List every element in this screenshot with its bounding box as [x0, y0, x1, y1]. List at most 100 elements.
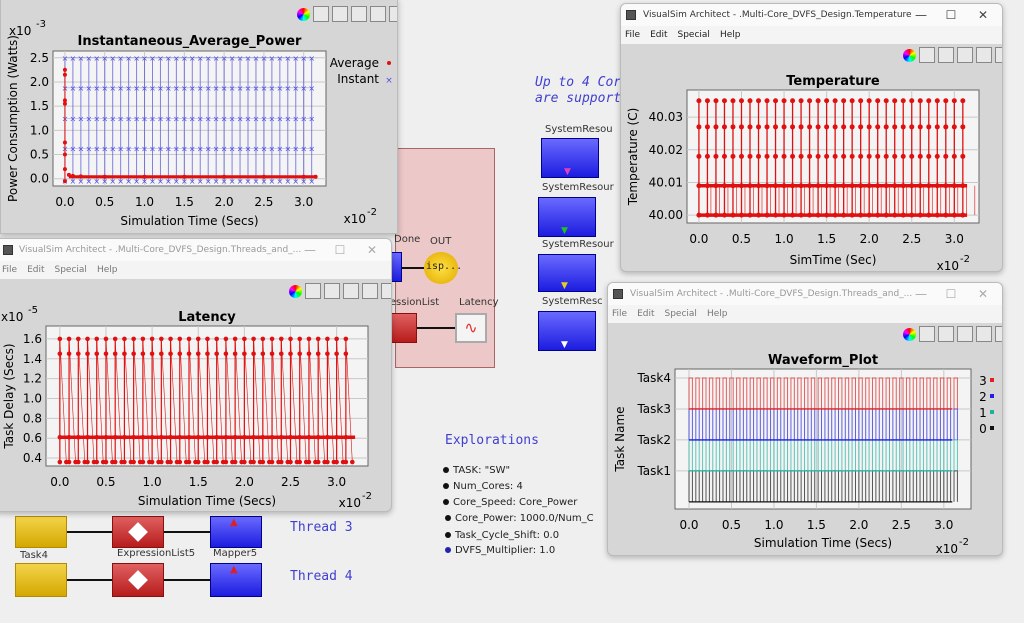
latency-point [288, 459, 293, 465]
y-tick-label: 0.0 [30, 172, 49, 186]
reset-axes-icon[interactable] [995, 326, 1002, 342]
minimize-button[interactable]: — [915, 287, 927, 301]
menu-file[interactable]: File [2, 265, 18, 275]
temperature-point [909, 124, 915, 130]
menu-special[interactable]: Special [677, 30, 710, 40]
temperature-point [764, 124, 770, 130]
minimize-button[interactable]: — [304, 243, 316, 257]
mapper-block[interactable]: ▲ [210, 516, 262, 548]
instant-point: × [70, 145, 77, 154]
minimize-button[interactable]: — [915, 8, 927, 22]
close-button[interactable]: ✕ [366, 243, 378, 257]
menu-edit[interactable]: Edit [650, 30, 668, 40]
latency-segment [197, 338, 205, 463]
save-icon[interactable] [305, 283, 321, 299]
instant-point: × [221, 177, 228, 186]
mapper5-block[interactable]: ▲ [210, 563, 262, 597]
temperature-point [798, 98, 804, 104]
close-button[interactable]: ✕ [977, 8, 989, 22]
save-icon[interactable] [919, 47, 935, 63]
format-icon[interactable] [976, 47, 992, 63]
format-icon[interactable] [362, 283, 378, 299]
display-block[interactable]: isp... [424, 252, 462, 284]
fill-icon[interactable] [351, 6, 367, 22]
latency-segment [290, 338, 298, 463]
color-icon[interactable] [297, 8, 310, 21]
menu-help[interactable]: Help [719, 30, 741, 40]
maximize-button[interactable]: ☐ [334, 243, 346, 257]
temperature-point [773, 153, 779, 159]
temperature-point [934, 124, 940, 130]
color-icon[interactable] [289, 285, 302, 298]
latency-segment [170, 338, 178, 463]
expression-list-block[interactable] [390, 313, 417, 343]
chart-title: Temperature [786, 74, 880, 89]
latency-plot-block[interactable]: ∿ [455, 313, 487, 343]
exploration-item: Core_Power: 1000.0/Num_C [445, 513, 594, 524]
temperature-point [704, 124, 710, 130]
menu-file[interactable]: File [625, 30, 641, 40]
legend-marker [990, 426, 994, 430]
maximize-button[interactable]: ☐ [945, 8, 957, 22]
x-tick-label: 1.5 [175, 195, 194, 209]
reset-axes-icon[interactable] [995, 47, 1002, 63]
temperature-point [841, 98, 847, 104]
menu-special[interactable]: Special [54, 265, 87, 275]
print-icon[interactable] [324, 283, 340, 299]
latency-point [205, 459, 210, 465]
temperature-point [866, 124, 872, 130]
latency-segment [253, 338, 261, 463]
system-resource-block[interactable]: ▼ [538, 311, 596, 351]
save-icon[interactable] [313, 6, 329, 22]
menu-help[interactable]: Help [706, 309, 728, 319]
average-point [70, 173, 75, 178]
format-icon[interactable] [976, 326, 992, 342]
x-tick-label: 2.0 [235, 475, 254, 489]
task-block[interactable] [15, 516, 67, 548]
system-resource-block[interactable]: ▼ [538, 254, 596, 292]
menu-edit[interactable]: Edit [27, 265, 45, 275]
instant-point: × [197, 114, 204, 123]
expression-list-block[interactable] [112, 516, 164, 548]
latency-point [269, 459, 275, 465]
fill-icon[interactable] [343, 283, 359, 299]
instant-point: × [157, 114, 164, 123]
title-bar[interactable]: VisualSim Architect - .Multi-Core_DVFS_D… [0, 239, 391, 261]
x-tick-label: 3.0 [945, 232, 964, 246]
series-group: × ×××××××××××××××××××××××××××××××××××××××… [62, 54, 318, 186]
latency-point [278, 459, 284, 465]
task4-block[interactable] [15, 563, 67, 597]
temperature-point [781, 153, 787, 159]
fill-icon[interactable] [957, 326, 973, 342]
reset-axes-icon[interactable] [389, 6, 397, 22]
fill-icon[interactable] [957, 47, 973, 63]
print-icon[interactable] [332, 6, 348, 22]
menu-edit[interactable]: Edit [637, 309, 655, 319]
menu-file[interactable]: File [612, 309, 628, 319]
latency-segment [188, 338, 196, 463]
color-icon[interactable] [903, 49, 916, 62]
menu-special[interactable]: Special [664, 309, 697, 319]
instant-point: × [173, 177, 180, 186]
temperature-point [790, 98, 796, 104]
instant-point: × [125, 114, 132, 123]
system-resource-block[interactable]: ▼ [541, 138, 599, 178]
title-bar[interactable]: VisualSim Architect - .Multi-Core_DVFS_D… [608, 283, 1002, 305]
print-icon[interactable] [938, 47, 954, 63]
save-icon[interactable] [919, 326, 935, 342]
expression-list5-block[interactable] [112, 563, 164, 597]
average-point [142, 174, 147, 179]
format-icon[interactable] [370, 6, 386, 22]
legend-marker: × [385, 76, 393, 86]
color-icon[interactable] [903, 328, 916, 341]
system-resource-block[interactable]: ▼ [538, 197, 596, 237]
temperature-point [738, 98, 744, 104]
reset-axes-icon[interactable] [381, 283, 391, 299]
average-point [261, 174, 266, 179]
title-bar[interactable]: VisualSim Architect - .Multi-Core_DVFS_D… [621, 4, 1002, 26]
close-button[interactable]: ✕ [977, 287, 989, 301]
maximize-button[interactable]: ☐ [945, 287, 957, 301]
print-icon[interactable] [938, 326, 954, 342]
instant-point: × [125, 84, 132, 93]
menu-help[interactable]: Help [96, 265, 118, 275]
